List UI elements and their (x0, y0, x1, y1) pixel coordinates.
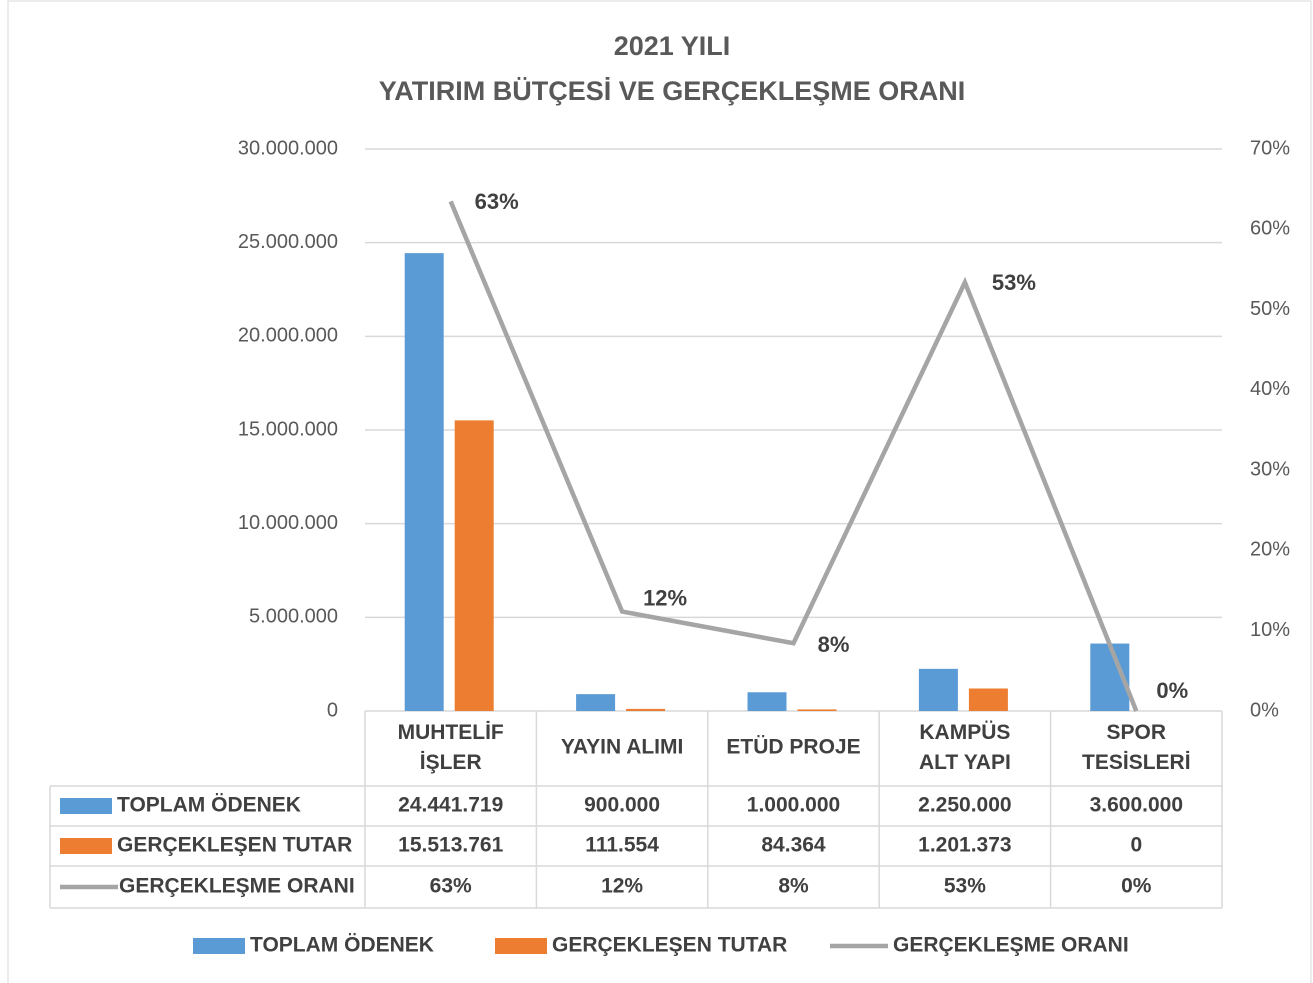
table-row-header: GERÇEKLEŞME ORANI (119, 875, 355, 898)
y-tick-label: 0 (327, 699, 338, 721)
legend-label: TOPLAM ÖDENEK (250, 934, 434, 957)
table-cell: 53% (944, 875, 986, 898)
table-cell: 15.513.761 (398, 834, 503, 857)
y2-tick-label: 10% (1250, 619, 1290, 641)
data-label: 8% (818, 632, 850, 657)
chart-title: YATIRIM BÜTÇESİ VE GERÇEKLEŞME ORANI (379, 76, 966, 106)
table-cell: 2.250.000 (918, 794, 1011, 817)
x-tick-label: YAYIN ALIMI (561, 736, 684, 759)
bar (454, 420, 494, 711)
data-label: 12% (643, 585, 687, 610)
x-tick-label: KAMPÜS ALT YAPI (919, 721, 1011, 774)
x-tick-label: SPOR TESİSLERİ (1082, 721, 1191, 774)
bar (918, 668, 958, 711)
y2-tick-label: 0% (1250, 699, 1279, 721)
y2-tick-label: 40% (1250, 378, 1290, 400)
y2-tick-label: 20% (1250, 539, 1290, 561)
table-cell: 111.554 (585, 834, 659, 857)
table-cell: 900.000 (584, 794, 660, 817)
legend-key (193, 938, 245, 954)
bar (747, 692, 787, 711)
table-cell: 84.364 (761, 834, 826, 857)
bar (626, 708, 666, 711)
table-cell: 3.600.000 (1090, 794, 1183, 817)
y-tick-label: 30.000.000 (238, 137, 338, 159)
y-tick-label: 25.000.000 (238, 231, 338, 253)
y2-tick-label: 30% (1250, 458, 1290, 480)
y-tick-label: 10.000.000 (238, 512, 338, 534)
data-label: 0% (1156, 678, 1188, 703)
bar (968, 688, 1008, 711)
table-cell: 12% (601, 875, 643, 898)
legend-label: GERÇEKLEŞME ORANI (893, 934, 1129, 957)
table-cell: 8% (778, 875, 809, 898)
y2-tick-label: 50% (1250, 298, 1290, 320)
chart-border (7, 0, 1312, 983)
y-tick-label: 15.000.000 (238, 418, 338, 440)
data-label: 63% (475, 189, 519, 214)
data-label: 53% (992, 270, 1036, 295)
chart-title: 2021 YILI (614, 31, 731, 61)
legend-key (60, 838, 112, 854)
bar (797, 709, 837, 711)
table-cell: 0% (1121, 875, 1152, 898)
y-tick-label: 5.000.000 (249, 606, 338, 628)
legend-key (60, 798, 112, 814)
y2-tick-label: 70% (1250, 137, 1290, 159)
y2-tick-label: 60% (1250, 218, 1290, 240)
legend-key (495, 938, 547, 954)
bar (576, 694, 616, 711)
y-tick-label: 20.000.000 (238, 325, 338, 347)
legend-label: GERÇEKLEŞEN TUTAR (552, 934, 787, 957)
bar (404, 253, 444, 712)
x-tick-label: MUHTELİF İŞLER (398, 721, 504, 774)
table-cell: 1.000.000 (747, 794, 840, 817)
table-cell: 24.441.719 (398, 794, 503, 817)
table-cell: 63% (430, 875, 472, 898)
table-row-header: GERÇEKLEŞEN TUTAR (117, 834, 352, 857)
table-cell: 0 (1130, 834, 1142, 857)
line (448, 200, 1139, 712)
table-cell: 1.201.373 (918, 834, 1011, 857)
x-tick-label: ETÜD PROJE (726, 736, 860, 759)
table-row-header: TOPLAM ÖDENEK (117, 794, 301, 817)
